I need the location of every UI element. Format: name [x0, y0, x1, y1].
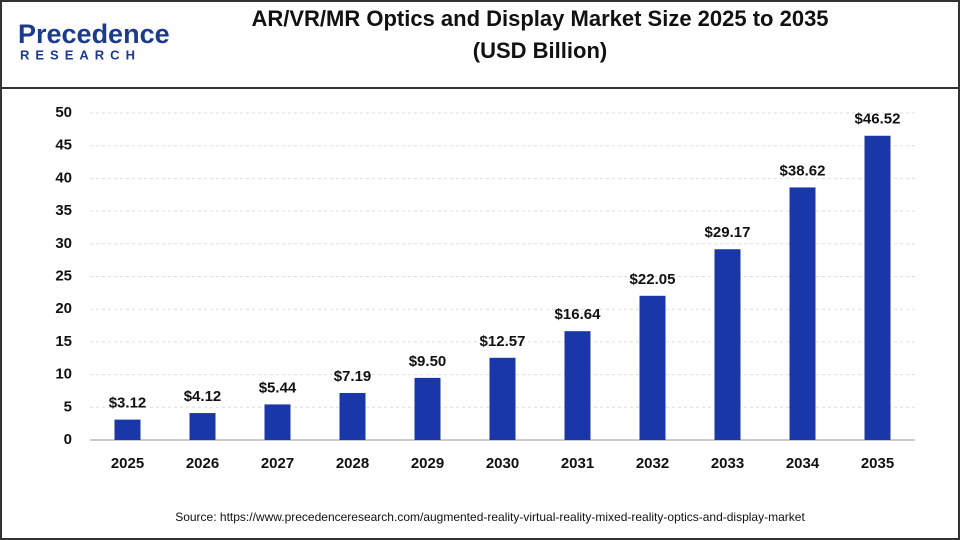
y-tick-label: 5	[64, 398, 72, 415]
x-tick-label: 2025	[111, 455, 144, 472]
x-tick-label: 2027	[261, 455, 294, 472]
bar	[864, 135, 891, 440]
y-tick-label: 30	[55, 235, 72, 252]
bar	[489, 357, 516, 440]
bar	[564, 331, 591, 440]
bar	[789, 187, 816, 440]
value-label: $38.62	[780, 162, 826, 179]
value-label: $22.05	[630, 271, 676, 288]
logo-tagline: RESEARCH	[20, 47, 141, 62]
x-tick-label: 2026	[186, 455, 219, 472]
value-label: $3.12	[109, 395, 147, 412]
y-tick-label: 50	[55, 104, 72, 121]
y-tick-label: 35	[55, 202, 72, 219]
source: Source: https://www.precedenceresearch.c…	[175, 510, 805, 524]
value-label: $4.12	[184, 388, 222, 405]
y-tick-label: 45	[55, 137, 72, 154]
logo-name: Precedence	[18, 19, 170, 49]
x-tick-label: 2035	[861, 455, 894, 472]
y-tick-label: 20	[55, 300, 72, 317]
y-tick-label: 15	[55, 333, 72, 350]
y-tick-label: 0	[64, 431, 72, 448]
bar	[639, 295, 666, 440]
chart-title: AR/VR/MR Optics and Display Market Size …	[251, 6, 828, 31]
value-label: $29.17	[705, 224, 751, 241]
value-label: $5.44	[259, 379, 297, 396]
chart-subtitle: (USD Billion)	[473, 38, 607, 63]
value-label: $7.19	[334, 368, 372, 385]
x-tick-label: 2032	[636, 455, 669, 472]
value-label: $9.50	[409, 353, 447, 370]
x-tick-label: 2033	[711, 455, 744, 472]
x-tick-label: 2031	[561, 455, 594, 472]
bar	[339, 392, 366, 440]
x-tick-label: 2029	[411, 455, 444, 472]
x-tick-label: 2028	[336, 455, 369, 472]
value-label: $16.64	[555, 306, 602, 323]
y-tick-label: 25	[55, 267, 72, 284]
value-label: $12.57	[480, 333, 526, 350]
x-tick-label: 2034	[786, 455, 820, 472]
y-tick-label: 10	[55, 366, 72, 383]
bar	[714, 249, 741, 440]
bar	[414, 377, 441, 440]
x-tick-label: 2030	[486, 455, 519, 472]
y-tick-label: 40	[55, 169, 72, 186]
value-label: $46.52	[855, 111, 901, 128]
bar	[189, 413, 216, 440]
bar	[264, 404, 291, 440]
bar	[114, 419, 141, 440]
